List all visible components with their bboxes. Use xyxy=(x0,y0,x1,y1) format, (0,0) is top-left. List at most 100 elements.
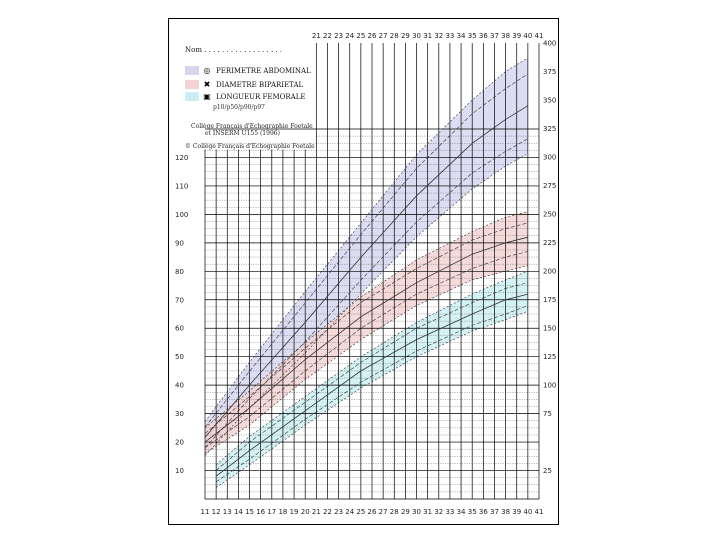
percentile-curve-p10 xyxy=(215,305,529,483)
percentile-curve-p3 xyxy=(204,265,528,454)
right-y-tick-label: 75 xyxy=(543,410,552,418)
percentile-reference: p10/p50/p90/p97 xyxy=(213,104,265,111)
x-tick-label: 24 xyxy=(345,508,354,516)
percentile-curve-p90 xyxy=(215,282,528,471)
percentile-curve-p50 xyxy=(204,105,529,438)
x-tick-label: 32 xyxy=(434,508,443,516)
x-tick-label: 13 xyxy=(223,508,232,516)
x-tick-label: 23 xyxy=(334,508,343,516)
x-tick-label: 27 xyxy=(379,508,388,516)
legend-label-abdominal: PERIMETRE ABDOMINAL xyxy=(216,66,311,75)
x-tick-label: 14 xyxy=(234,508,243,516)
left-y-tick-label: 30 xyxy=(175,410,184,418)
left-y-tick-label: 120 xyxy=(175,154,188,162)
x-tick-label: 17 xyxy=(267,508,276,516)
top-x-tick-label: 31 xyxy=(423,32,432,40)
right-y-tick-label: 300 xyxy=(543,154,556,162)
percentile-curve-p50 xyxy=(204,236,528,443)
top-x-tick-label: 39 xyxy=(512,32,521,40)
right-y-tick-label: 175 xyxy=(543,296,556,304)
growth-chart: 11 12 13 14 15 16 17 18 19 20 21 22 23 24 25 26 27 28 29 30… xyxy=(175,32,556,516)
top-x-tick-label: 41 xyxy=(535,32,544,40)
x-tick-label: 40 xyxy=(523,508,532,516)
x-tick-label: 38 xyxy=(501,508,510,516)
percentile-curve-p90 xyxy=(204,222,528,434)
growth-chart-sheet: 11 12 13 14 15 16 17 18 19 20 21 22 23 24 25 26 27 28 29 30… xyxy=(168,18,559,525)
legend-item-abdominal-perimeter: ◎ PERIMETRE ABDOMINAL xyxy=(185,65,311,76)
x-tick-label: 37 xyxy=(490,508,499,516)
legend-swatch-biparietal xyxy=(185,80,199,89)
right-y-tick-label: 125 xyxy=(543,353,556,361)
right-y-tick-label: 400 xyxy=(543,40,556,48)
top-x-tick-label: 34 xyxy=(457,32,466,40)
x-tick-label: 15 xyxy=(245,508,254,516)
square-marker-icon: ▣ xyxy=(203,91,211,101)
top-x-tick-label: 32 xyxy=(434,32,443,40)
cross-marker-icon: ✖ xyxy=(203,79,211,89)
legend-label-femoral: LONGUEUR FEMORALE xyxy=(216,92,306,101)
percentile-curve-p50 xyxy=(215,293,528,477)
left-y-tick-label: 70 xyxy=(175,296,184,304)
top-x-tick-label: 27 xyxy=(379,32,388,40)
x-tick-label: 11 xyxy=(201,508,210,516)
top-x-tick-label: 23 xyxy=(334,32,343,40)
x-tick-label: 31 xyxy=(423,508,432,516)
top-x-tick-label: 28 xyxy=(390,32,399,40)
left-y-tick-label: 10 xyxy=(175,467,184,475)
right-y-tick-label: 275 xyxy=(543,182,556,190)
x-tick-label: 12 xyxy=(212,508,221,516)
right-y-tick-label: 150 xyxy=(543,325,556,333)
x-tick-label: 22 xyxy=(323,508,332,516)
x-tick-label: 33 xyxy=(445,508,454,516)
percentile-curve-p97 xyxy=(204,57,529,422)
percentile-curve-p97 xyxy=(215,271,529,466)
top-x-tick-label: 33 xyxy=(445,32,454,40)
left-y-tick-label: 80 xyxy=(175,268,184,276)
left-y-tick-label: 90 xyxy=(175,239,184,247)
x-tick-label: 35 xyxy=(468,508,477,516)
patient-name-field: Nom . . . . . . . . . . . . . . . . . . xyxy=(185,46,283,54)
right-y-tick-label: 325 xyxy=(543,125,556,133)
right-y-tick-label: 375 xyxy=(543,68,556,76)
legend-swatch-abdominal xyxy=(185,66,199,75)
top-x-tick-label: 21 xyxy=(312,32,321,40)
top-x-tick-label: 36 xyxy=(479,32,488,40)
x-tick-label: 29 xyxy=(401,508,410,516)
top-x-tick-label: 24 xyxy=(345,32,354,40)
percentile-curve-p10 xyxy=(204,138,529,448)
percentile-curve-p90 xyxy=(204,73,529,428)
x-tick-label: 34 xyxy=(457,508,466,516)
left-y-tick-label: 40 xyxy=(175,382,184,390)
x-tick-label: 19 xyxy=(290,508,299,516)
legend-item-biparietal-diameter: ✖ DIAMETRE BIPARIETAL xyxy=(185,79,303,90)
x-tick-label: 25 xyxy=(356,508,365,516)
top-x-tick-label: 35 xyxy=(468,32,477,40)
band-diametre-biparietal xyxy=(205,211,528,454)
top-x-tick-label: 26 xyxy=(368,32,377,40)
top-x-tick-label: 38 xyxy=(501,32,510,40)
percentile-curve-p3 xyxy=(204,153,529,456)
x-tick-label: 28 xyxy=(390,508,399,516)
percentile-curve-p10 xyxy=(204,251,528,449)
left-y-tick-label: 50 xyxy=(175,353,184,361)
credit-line-2: et INSERM U155 (1996) xyxy=(205,130,280,137)
percentile-curve-p97 xyxy=(204,211,528,429)
left-y-tick-label: 110 xyxy=(175,182,188,190)
right-y-tick-label: 250 xyxy=(543,211,556,219)
right-y-tick-label: 200 xyxy=(543,268,556,276)
top-x-tick-label: 29 xyxy=(401,32,410,40)
right-y-tick-label: 350 xyxy=(543,97,556,105)
x-tick-label: 30 xyxy=(412,508,421,516)
ring-marker-icon: ◎ xyxy=(203,65,211,75)
top-x-tick-label: 25 xyxy=(356,32,365,40)
left-y-tick-label: 100 xyxy=(175,211,188,219)
legend-label-biparietal: DIAMETRE BIPARIETAL xyxy=(216,80,304,89)
copyright-notice: © Collège Français d'Echographie Foetale xyxy=(185,143,315,150)
left-y-tick-label: 20 xyxy=(175,439,184,447)
x-tick-label: 36 xyxy=(479,508,488,516)
top-x-tick-label: 37 xyxy=(490,32,499,40)
x-tick-label: 26 xyxy=(368,508,377,516)
x-tick-label: 16 xyxy=(256,508,265,516)
top-x-tick-label: 30 xyxy=(412,32,421,40)
x-tick-label: 20 xyxy=(301,508,310,516)
